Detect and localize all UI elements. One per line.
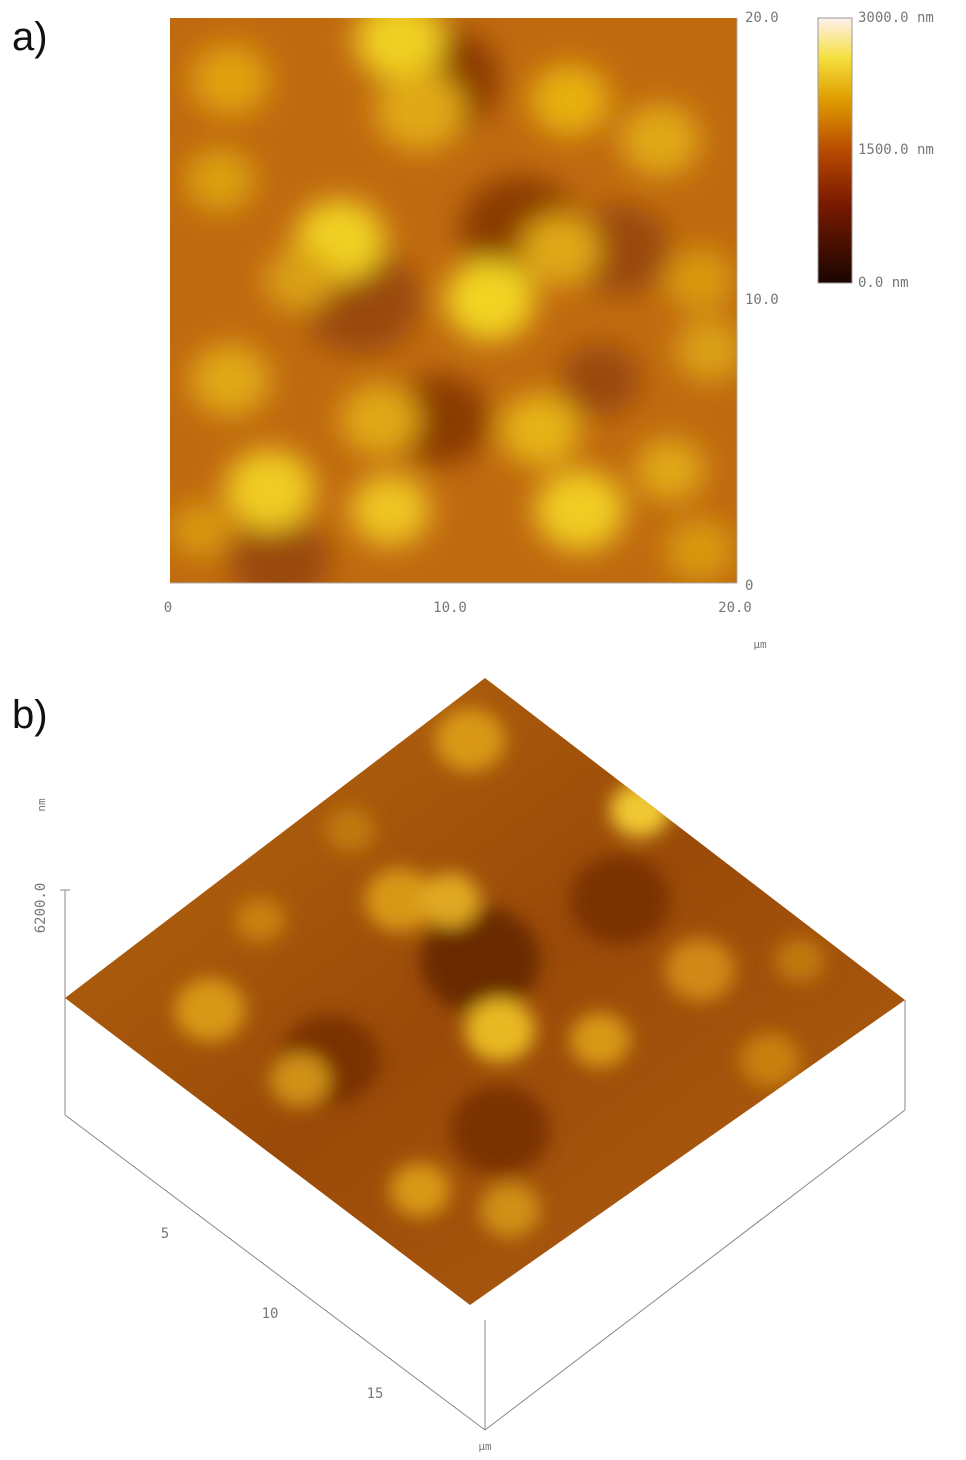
panel-label: a) (12, 15, 48, 59)
feature (325, 807, 375, 853)
y-tick-label: 20.0 (745, 10, 779, 26)
feature (480, 1183, 540, 1237)
x-tick-label: 20.0 (718, 600, 752, 616)
feature (635, 438, 705, 502)
surface-features (175, 708, 825, 1237)
colorbar-label: 0.0 nm (858, 275, 909, 291)
z-unit: nm (35, 798, 48, 812)
feature (190, 44, 270, 116)
feature (520, 214, 600, 286)
feature (450, 1085, 550, 1175)
feature (225, 449, 315, 531)
feature (170, 503, 230, 557)
feature (570, 1013, 630, 1067)
x-tick-label: 10.0 (433, 600, 467, 616)
feature (375, 69, 465, 151)
feature (775, 937, 825, 983)
feature (270, 1053, 330, 1107)
feature (185, 148, 255, 212)
axis-unit: µm (478, 1440, 492, 1453)
feature (465, 998, 535, 1062)
feature (675, 318, 737, 382)
z-tick-label: 6200.0 (33, 883, 49, 934)
y-tick-label: 10.0 (745, 292, 779, 308)
feature (340, 384, 420, 456)
feature (560, 344, 640, 416)
feature (500, 394, 580, 466)
feature (570, 205, 670, 295)
feature (235, 897, 285, 943)
feature (665, 248, 735, 312)
axis-tick-label: 15 (367, 1386, 384, 1402)
colorbar-label: 3000.0 nm (858, 10, 934, 26)
feature (530, 64, 610, 136)
feature (610, 783, 670, 837)
feature (420, 873, 480, 927)
feature (665, 938, 735, 1002)
feature (365, 868, 435, 932)
y-tick-label: 0 (745, 578, 753, 594)
feature (535, 469, 625, 551)
feature (620, 104, 700, 176)
feature (435, 708, 505, 772)
feature (665, 518, 735, 582)
feature (390, 375, 490, 465)
height-map-features (170, 18, 737, 583)
colorbar (817, 17, 853, 284)
colorbar-label: 1500.0 nm (858, 142, 934, 158)
axis-tick-label: 10 (262, 1306, 279, 1322)
feature (355, 18, 445, 81)
axis-tick-label: 5 (161, 1226, 169, 1242)
feature (190, 344, 270, 416)
feature (230, 515, 330, 583)
feature (390, 1163, 450, 1217)
x-tick-label: 0 (164, 600, 172, 616)
feature (350, 474, 430, 546)
feature (445, 259, 535, 341)
feature (570, 855, 670, 945)
axes-3d (60, 889, 906, 1431)
feature (420, 906, 540, 1014)
feature (265, 248, 335, 312)
x-unit: µm (753, 638, 767, 651)
panel-label: b) (12, 693, 48, 737)
feature (175, 978, 245, 1042)
feature (740, 1033, 800, 1087)
